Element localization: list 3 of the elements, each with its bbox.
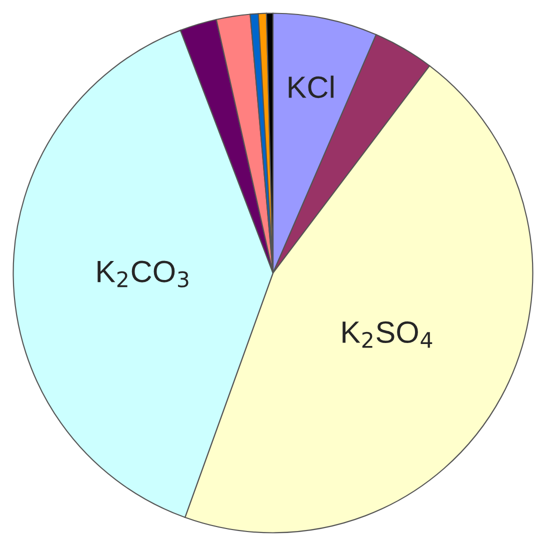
slice-label: K$_{2}$SO$_{4}$ bbox=[342, 321, 432, 348]
slice-label: K$_{2}$CO$_{3}$ bbox=[98, 260, 188, 288]
slice-label: KCl bbox=[288, 76, 334, 98]
